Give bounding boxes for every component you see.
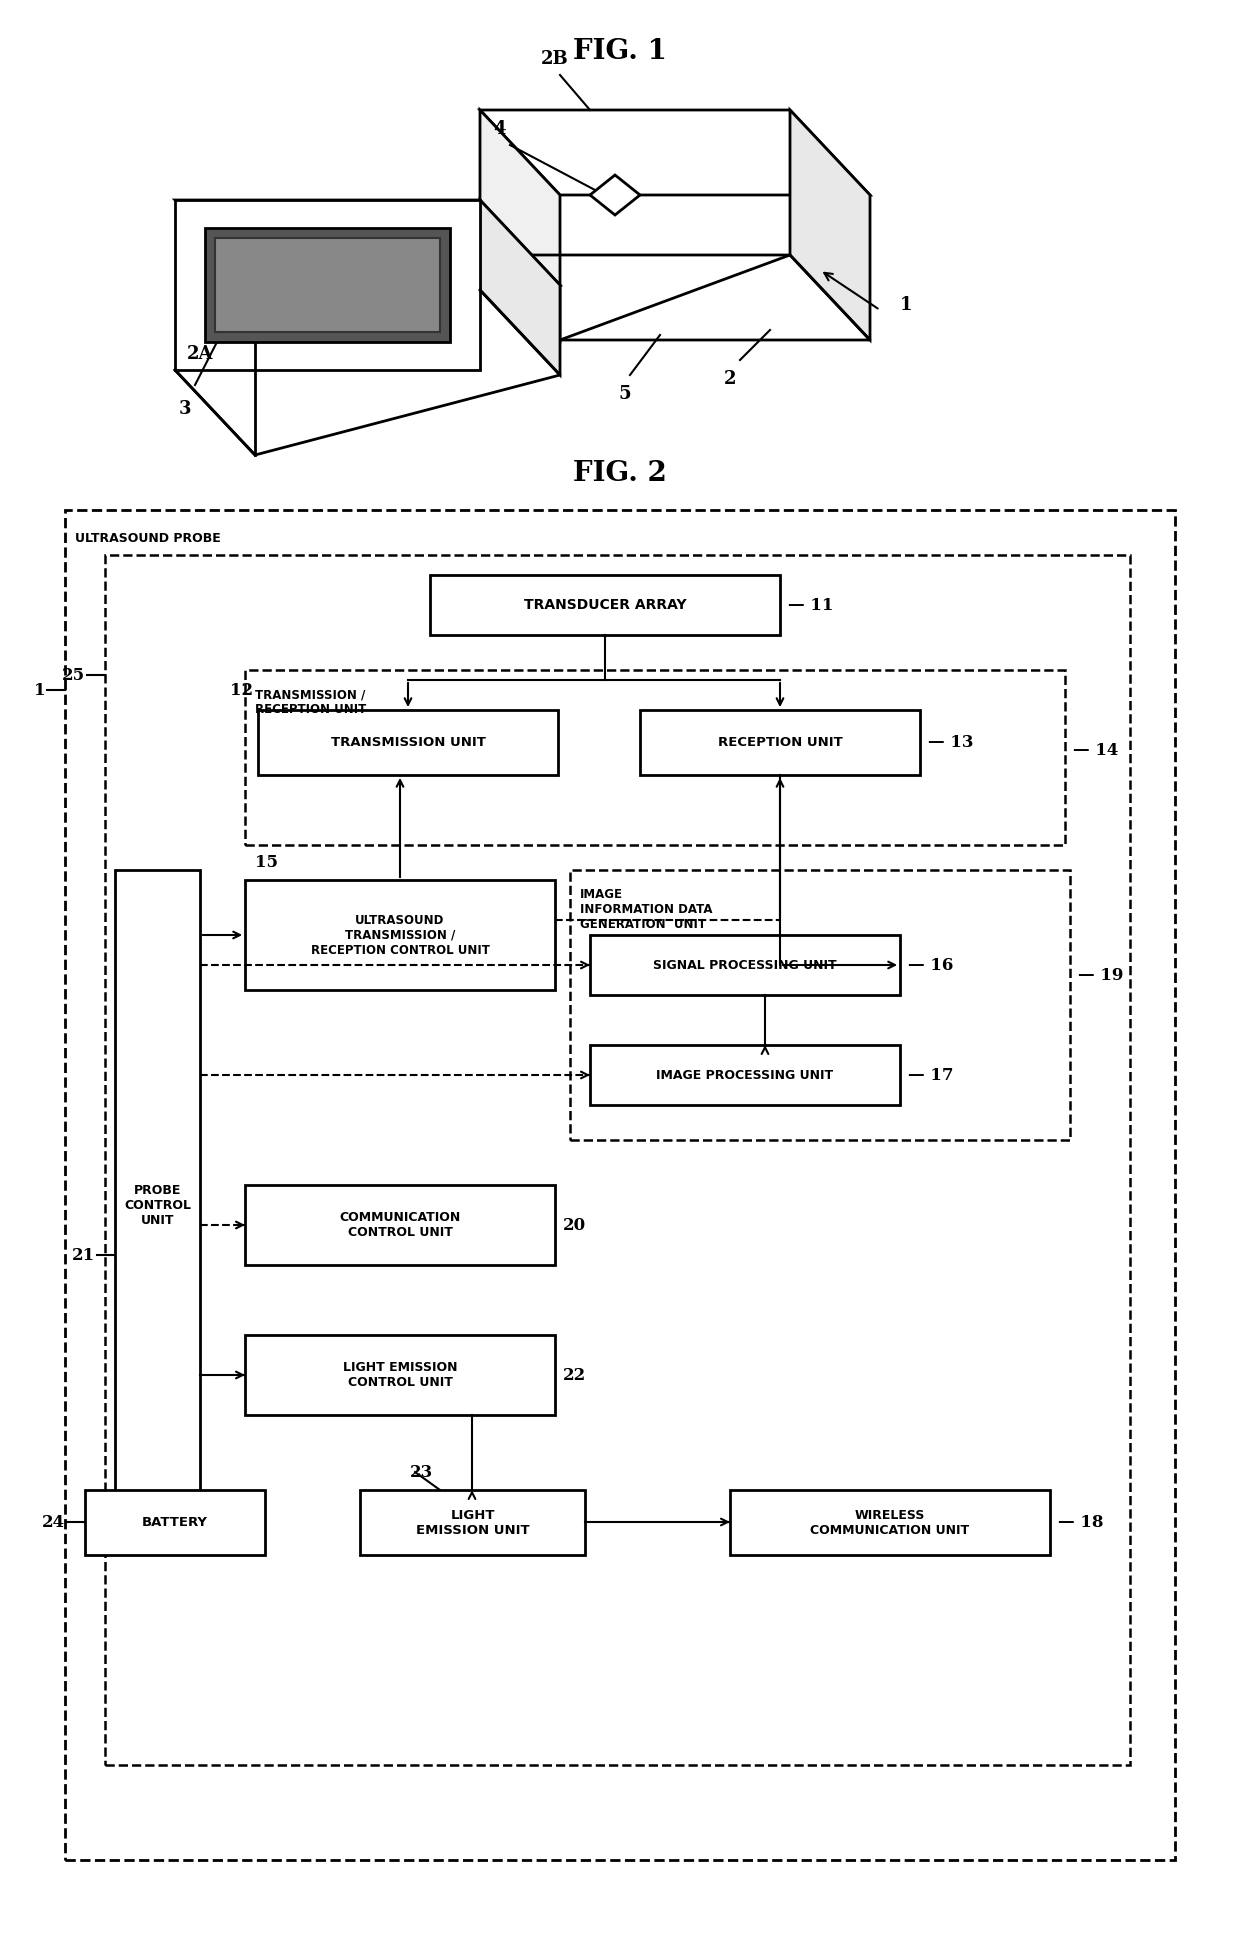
- Text: 4: 4: [494, 120, 506, 138]
- Text: 20: 20: [563, 1216, 587, 1233]
- Bar: [430, 575, 780, 635]
- Text: TRANSMISSION /
RECEPTION UNIT: TRANSMISSION / RECEPTION UNIT: [255, 687, 366, 717]
- Polygon shape: [790, 111, 870, 340]
- Bar: [246, 880, 556, 990]
- Text: 5: 5: [619, 385, 631, 404]
- Bar: [360, 1490, 585, 1556]
- Text: 2B: 2B: [541, 50, 569, 68]
- Text: — 14: — 14: [1073, 742, 1118, 759]
- Text: TRANSMISSION UNIT: TRANSMISSION UNIT: [331, 736, 485, 750]
- Text: — 13: — 13: [928, 734, 973, 750]
- Polygon shape: [175, 200, 560, 285]
- Text: PROBE
CONTROL
UNIT: PROBE CONTROL UNIT: [124, 1183, 191, 1227]
- Text: ULTRASOUND
TRANSMISSION /
RECEPTION CONTROL UNIT: ULTRASOUND TRANSMISSION / RECEPTION CONT…: [310, 913, 490, 957]
- Text: COMMUNICATION
CONTROL UNIT: COMMUNICATION CONTROL UNIT: [340, 1212, 460, 1239]
- Text: 1: 1: [900, 295, 913, 315]
- Bar: [640, 711, 920, 775]
- Bar: [246, 670, 1065, 845]
- Bar: [105, 555, 1130, 1765]
- Text: 15: 15: [255, 853, 278, 870]
- Bar: [115, 870, 200, 1540]
- Text: TRANSDUCER ARRAY: TRANSDUCER ARRAY: [523, 598, 686, 612]
- Text: 3: 3: [179, 400, 191, 418]
- Text: IMAGE
INFORMATION DATA
GENERATION  UNIT: IMAGE INFORMATION DATA GENERATION UNIT: [580, 887, 713, 930]
- Polygon shape: [480, 111, 560, 340]
- Bar: [590, 1045, 900, 1105]
- Bar: [246, 1185, 556, 1264]
- Text: 2A: 2A: [187, 346, 213, 363]
- Bar: [86, 1490, 265, 1556]
- Text: LIGHT
EMISSION UNIT: LIGHT EMISSION UNIT: [415, 1509, 529, 1536]
- Text: RECEPTION UNIT: RECEPTION UNIT: [718, 736, 842, 750]
- Text: — 11: — 11: [787, 596, 833, 614]
- Bar: [590, 934, 900, 994]
- Bar: [730, 1490, 1050, 1556]
- Text: LIGHT EMISSION
CONTROL UNIT: LIGHT EMISSION CONTROL UNIT: [342, 1361, 458, 1389]
- Text: 2: 2: [724, 371, 737, 388]
- Text: SIGNAL PROCESSING UNIT: SIGNAL PROCESSING UNIT: [653, 959, 837, 971]
- Polygon shape: [590, 175, 640, 216]
- Polygon shape: [205, 227, 450, 342]
- Text: — 17: — 17: [908, 1066, 954, 1084]
- Text: WIRELESS
COMMUNICATION UNIT: WIRELESS COMMUNICATION UNIT: [811, 1509, 970, 1536]
- Polygon shape: [480, 111, 870, 194]
- Text: FIG. 2: FIG. 2: [573, 460, 667, 487]
- Text: FIG. 1: FIG. 1: [573, 39, 667, 64]
- Text: — 19: — 19: [1078, 967, 1123, 983]
- Text: 25: 25: [62, 666, 86, 684]
- Polygon shape: [480, 200, 560, 375]
- Text: IMAGE PROCESSING UNIT: IMAGE PROCESSING UNIT: [656, 1068, 833, 1082]
- Text: 12: 12: [229, 682, 253, 699]
- Text: 23: 23: [410, 1464, 433, 1480]
- Bar: [258, 711, 558, 775]
- Polygon shape: [215, 239, 440, 332]
- Text: BATTERY: BATTERY: [143, 1517, 208, 1528]
- Text: — 16: — 16: [908, 957, 954, 973]
- Text: 1: 1: [33, 682, 45, 699]
- Text: ULTRASOUND PROBE: ULTRASOUND PROBE: [74, 532, 221, 546]
- Bar: [64, 511, 1176, 1860]
- Bar: [570, 870, 1070, 1140]
- Text: 24: 24: [42, 1513, 64, 1530]
- Text: 22: 22: [563, 1367, 587, 1383]
- Text: — 18: — 18: [1058, 1513, 1104, 1530]
- Text: 21: 21: [72, 1247, 95, 1264]
- Bar: [246, 1334, 556, 1416]
- Polygon shape: [175, 200, 480, 371]
